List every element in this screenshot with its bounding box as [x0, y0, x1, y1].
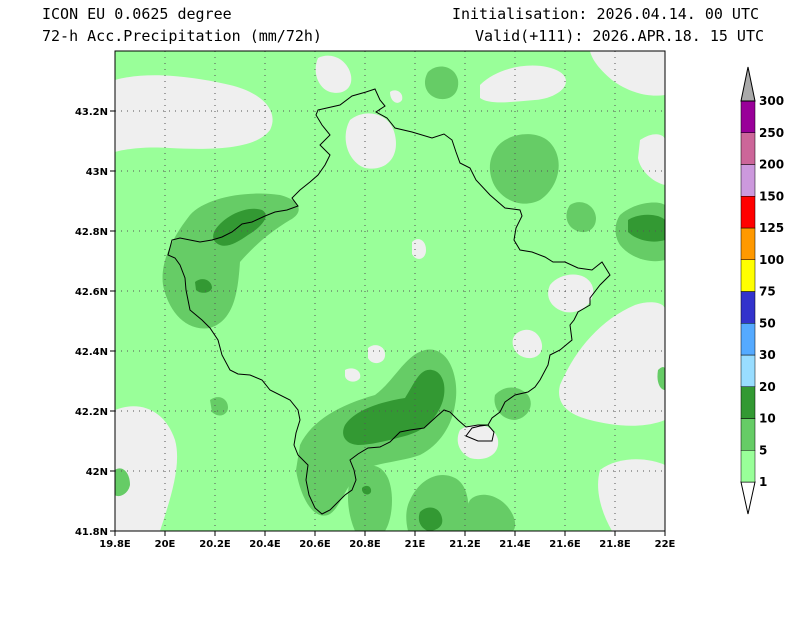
precip-5-10-east-small	[566, 202, 596, 233]
dry-area-southeast	[559, 302, 665, 426]
x-tick-label: 21.8E	[599, 539, 631, 550]
axis-ticks: 19.8E 20E 20.2E 20.4E 20.6E 20.8E 21E 21.2E 21.4…	[75, 107, 676, 550]
colorbar-label: 150	[759, 189, 784, 203]
colorbar-swatch	[740, 132, 756, 165]
colorbar-label: 250	[759, 126, 784, 140]
variable-title: 72-h Acc.Precipitation (mm/72h)	[42, 27, 322, 45]
dry-spot-2	[368, 345, 386, 364]
y-tick-label: 42.4N	[75, 347, 108, 358]
precip-10-20-east-edge	[628, 214, 665, 242]
precip-5-10-northeast	[489, 134, 559, 204]
valid-time: Valid(+111): 2026.APR.18. 15 UTC	[475, 27, 764, 45]
x-tick-label: 21.6E	[549, 539, 581, 550]
precip-5-10-south-far-east	[466, 494, 516, 531]
x-tick-label: 20.6E	[299, 539, 331, 550]
colorbar-label: 5	[759, 443, 767, 457]
colorbar-swatch	[740, 259, 756, 292]
precip-10-20-south-spot	[418, 507, 443, 531]
colorbar-label: 75	[759, 285, 776, 299]
colorbar-under-triangle	[740, 481, 756, 515]
colorbar-swatch	[740, 100, 756, 133]
colorbar: 1 5 10 20 30 50 75 100 125 150 200 250 300	[740, 66, 784, 515]
colorbar-label: 100	[759, 253, 784, 267]
dry-area-northeast-edge	[590, 51, 665, 96]
precip-5-10-northwest	[162, 193, 299, 329]
x-tick-label: 21.4E	[499, 539, 531, 550]
dry-area-west	[115, 406, 178, 531]
precip-10-20-west-spot	[195, 279, 212, 293]
grid-lines	[115, 51, 665, 531]
dry-area-east-mid	[548, 274, 594, 313]
colorbar-swatch	[740, 164, 756, 197]
colorbar-label: 30	[759, 348, 776, 362]
colorbar-label: 20	[759, 380, 776, 394]
dry-area-southeast-corner	[598, 459, 665, 531]
precip-10-20-south-central	[343, 369, 445, 445]
colorbar-swatch	[740, 227, 756, 260]
x-tick-label: 19.8E	[99, 539, 131, 550]
precip-5-10-south-strip	[347, 465, 392, 531]
y-tick-label: 41.8N	[75, 527, 108, 538]
y-tick-label: 43.2N	[75, 107, 108, 118]
colorbar-swatch	[740, 386, 756, 419]
dry-area-northwest	[115, 75, 273, 152]
initialisation-time: Initialisation: 2026.04.14. 00 UTC	[451, 5, 759, 23]
y-tick-label: 43N	[86, 167, 108, 178]
colorbar-swatch	[740, 196, 756, 229]
precip-5-10-north-blob	[424, 66, 459, 100]
colorbar-label: 200	[759, 158, 784, 172]
precip-5-10-west-edge	[115, 468, 130, 497]
x-tick-label: 22E	[655, 539, 676, 550]
country-border	[167, 88, 611, 515]
colorbar-swatch	[740, 450, 756, 483]
x-tick-label: 21E	[405, 539, 426, 550]
x-tick-label: 20.8E	[349, 539, 381, 550]
dry-spot-1	[412, 239, 426, 259]
model-title: ICON EU 0.0625 degree	[42, 5, 232, 23]
dry-area-north	[315, 55, 352, 93]
colorbar-label: 10	[759, 412, 776, 426]
y-tick-label: 42.8N	[75, 227, 108, 238]
colorbar-swatch	[740, 323, 756, 356]
dry-area-east	[638, 134, 665, 185]
colorbar-swatch	[740, 418, 756, 451]
precip-5-10-mid-east	[494, 387, 531, 420]
precip-10-20-small-spot	[362, 485, 372, 495]
precip-10-20-northwest	[213, 208, 266, 246]
x-tick-label: 21.2E	[449, 539, 481, 550]
x-tick-label: 20.2E	[199, 539, 231, 550]
precip-5-10-east-edge-2	[657, 367, 665, 390]
y-tick-label: 42N	[86, 467, 108, 478]
x-tick-label: 20E	[155, 539, 176, 550]
colorbar-swatch	[740, 291, 756, 324]
colorbar-label: 300	[759, 94, 784, 108]
colorbar-label: 125	[759, 221, 784, 235]
colorbar-swatch	[740, 354, 756, 387]
colorbar-label: 1	[759, 475, 767, 489]
y-tick-label: 42.2N	[75, 407, 108, 418]
precip-field	[115, 51, 665, 531]
dry-area-north-center	[345, 113, 396, 169]
y-tick-label: 42.6N	[75, 287, 108, 298]
x-tick-label: 20.4E	[249, 539, 281, 550]
colorbar-over-triangle	[740, 66, 756, 102]
dry-area-southeast-small	[512, 329, 543, 359]
dry-spot-3	[345, 368, 361, 382]
colorbar-label: 50	[759, 316, 776, 330]
dry-spot-4	[390, 90, 403, 103]
dry-area-northeast	[480, 65, 566, 103]
